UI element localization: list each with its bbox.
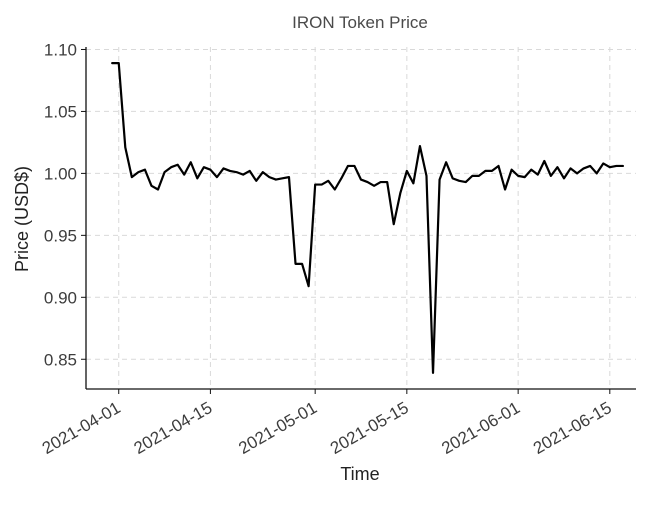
y-tick-label: 0.85: [44, 350, 77, 369]
y-tick-label: 0.90: [44, 288, 77, 307]
y-tick-label: 1.05: [44, 102, 77, 121]
x-axis-label: Time: [340, 464, 379, 484]
grid-layer: [86, 47, 636, 389]
series-layer: [111, 62, 625, 374]
chart-title: IRON Token Price: [292, 13, 428, 32]
y-tick-label: 1.10: [44, 40, 77, 59]
axis-layer: [85, 47, 636, 390]
y-tick-label: 0.95: [44, 226, 77, 245]
price-series-line: [111, 62, 625, 374]
y-tick-label: 1.00: [44, 164, 77, 183]
y-axis-label: Price (USD$): [12, 166, 32, 272]
